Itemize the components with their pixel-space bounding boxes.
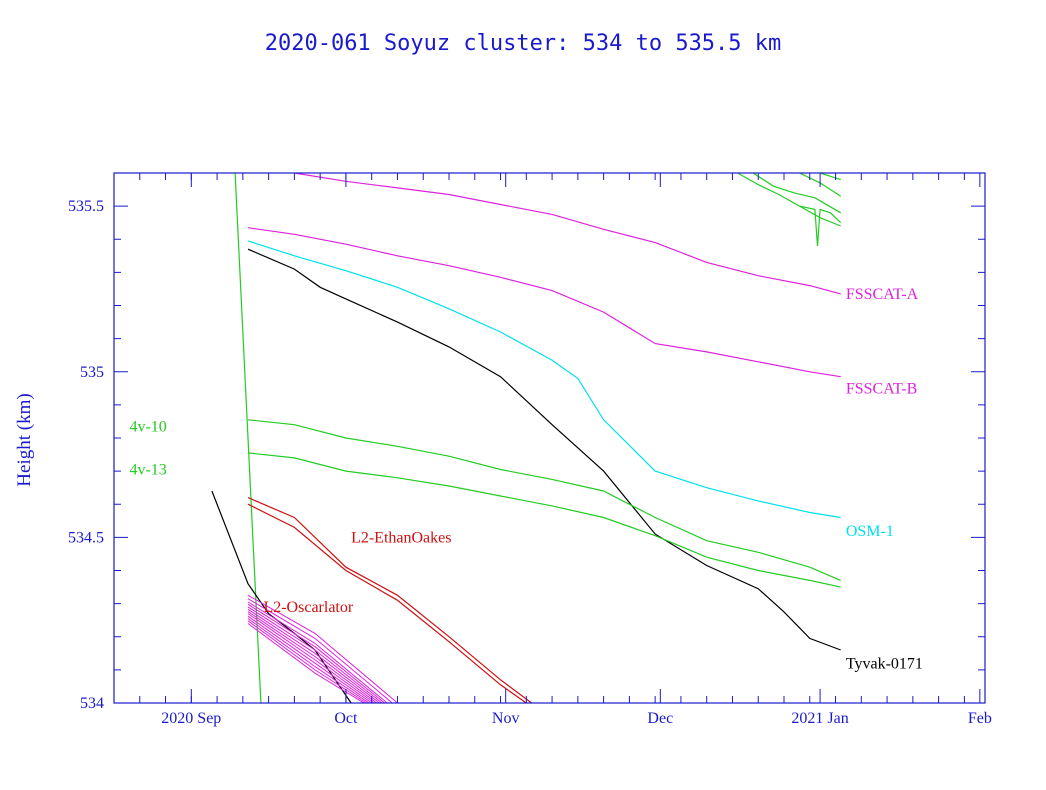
oscarlator-trace-7 xyxy=(247,613,375,703)
series-fsscat-a xyxy=(294,173,841,295)
chart-title: 2020-061 Soyuz cluster: 534 to 535.5 km xyxy=(265,31,782,56)
oscarlator-trace-9 xyxy=(247,618,370,703)
green-upper-trace-0 xyxy=(737,173,841,227)
label-tyvak-0171: Tyvak-0171 xyxy=(846,655,923,672)
oscarlator-trace-6 xyxy=(247,611,378,703)
oscarlator-trace-2 xyxy=(247,601,388,703)
plot-frame xyxy=(113,172,986,704)
oscarlator-trace-0 xyxy=(247,594,398,703)
series-tyvak-0171 xyxy=(247,248,841,651)
series-osm-1 xyxy=(247,240,841,519)
series-labels: FSSCAT-A FSSCAT-B OSM-1 Tyvak-0171 4v-10 4v-1… xyxy=(129,286,922,672)
plot-lines xyxy=(211,173,842,703)
x-tick-label: 2021 Jan xyxy=(791,710,848,727)
oscarlator-trace-3 xyxy=(247,603,385,703)
green-upper-trace-1 xyxy=(752,173,842,214)
label-4v-10: 4v-10 xyxy=(129,418,166,435)
series-4v-10 xyxy=(247,419,841,581)
oscarlator-trace-10 xyxy=(247,620,367,703)
y-tick-label: 534 xyxy=(80,695,104,712)
label-l2-oscarlator: L2-Oscarlator xyxy=(263,599,353,616)
label-osm-1: OSM-1 xyxy=(846,523,894,540)
green-upper-trace-4 xyxy=(819,173,841,181)
y-tick-label: 535.5 xyxy=(68,198,104,215)
oscarlator-trace-1 xyxy=(247,598,393,703)
x-tick-label: Oct xyxy=(334,710,358,727)
label-l2-ethanoakes: L2-EthanOakes xyxy=(351,529,451,546)
oscarlator-trace-8 xyxy=(247,615,372,703)
oscarlator-trace-5 xyxy=(247,608,380,703)
x-tick-label: Dec xyxy=(647,710,673,727)
black-early-trace xyxy=(211,490,352,703)
axes: 534 534.5 535 535.5 2020 Sep Oct Nov Dec 2021 Ja… xyxy=(68,172,992,727)
oscarlator-trace-11 xyxy=(247,623,365,703)
x-tick-label: 2020 Sep xyxy=(161,710,221,727)
x-tick-label: Nov xyxy=(492,710,520,727)
oscarlator-trace-4 xyxy=(247,606,383,703)
label-4v-13: 4v-13 xyxy=(129,461,166,478)
x-tick-label: Feb xyxy=(968,710,992,727)
y-axis-label: Height (km) xyxy=(14,393,35,486)
series-l2-ethanoakes xyxy=(247,497,532,703)
green-upper-trace-3 xyxy=(799,205,842,246)
y-tick-label: 535 xyxy=(80,364,104,381)
series-l2-ethanoakes-2- xyxy=(247,503,527,703)
label-fsscat-a: FSSCAT-A xyxy=(846,286,919,303)
series-4v-13 xyxy=(247,452,841,588)
y-tick-label: 534.5 xyxy=(68,529,104,546)
series-fsscat-b xyxy=(247,227,841,378)
label-fsscat-b: FSSCAT-B xyxy=(846,380,917,397)
